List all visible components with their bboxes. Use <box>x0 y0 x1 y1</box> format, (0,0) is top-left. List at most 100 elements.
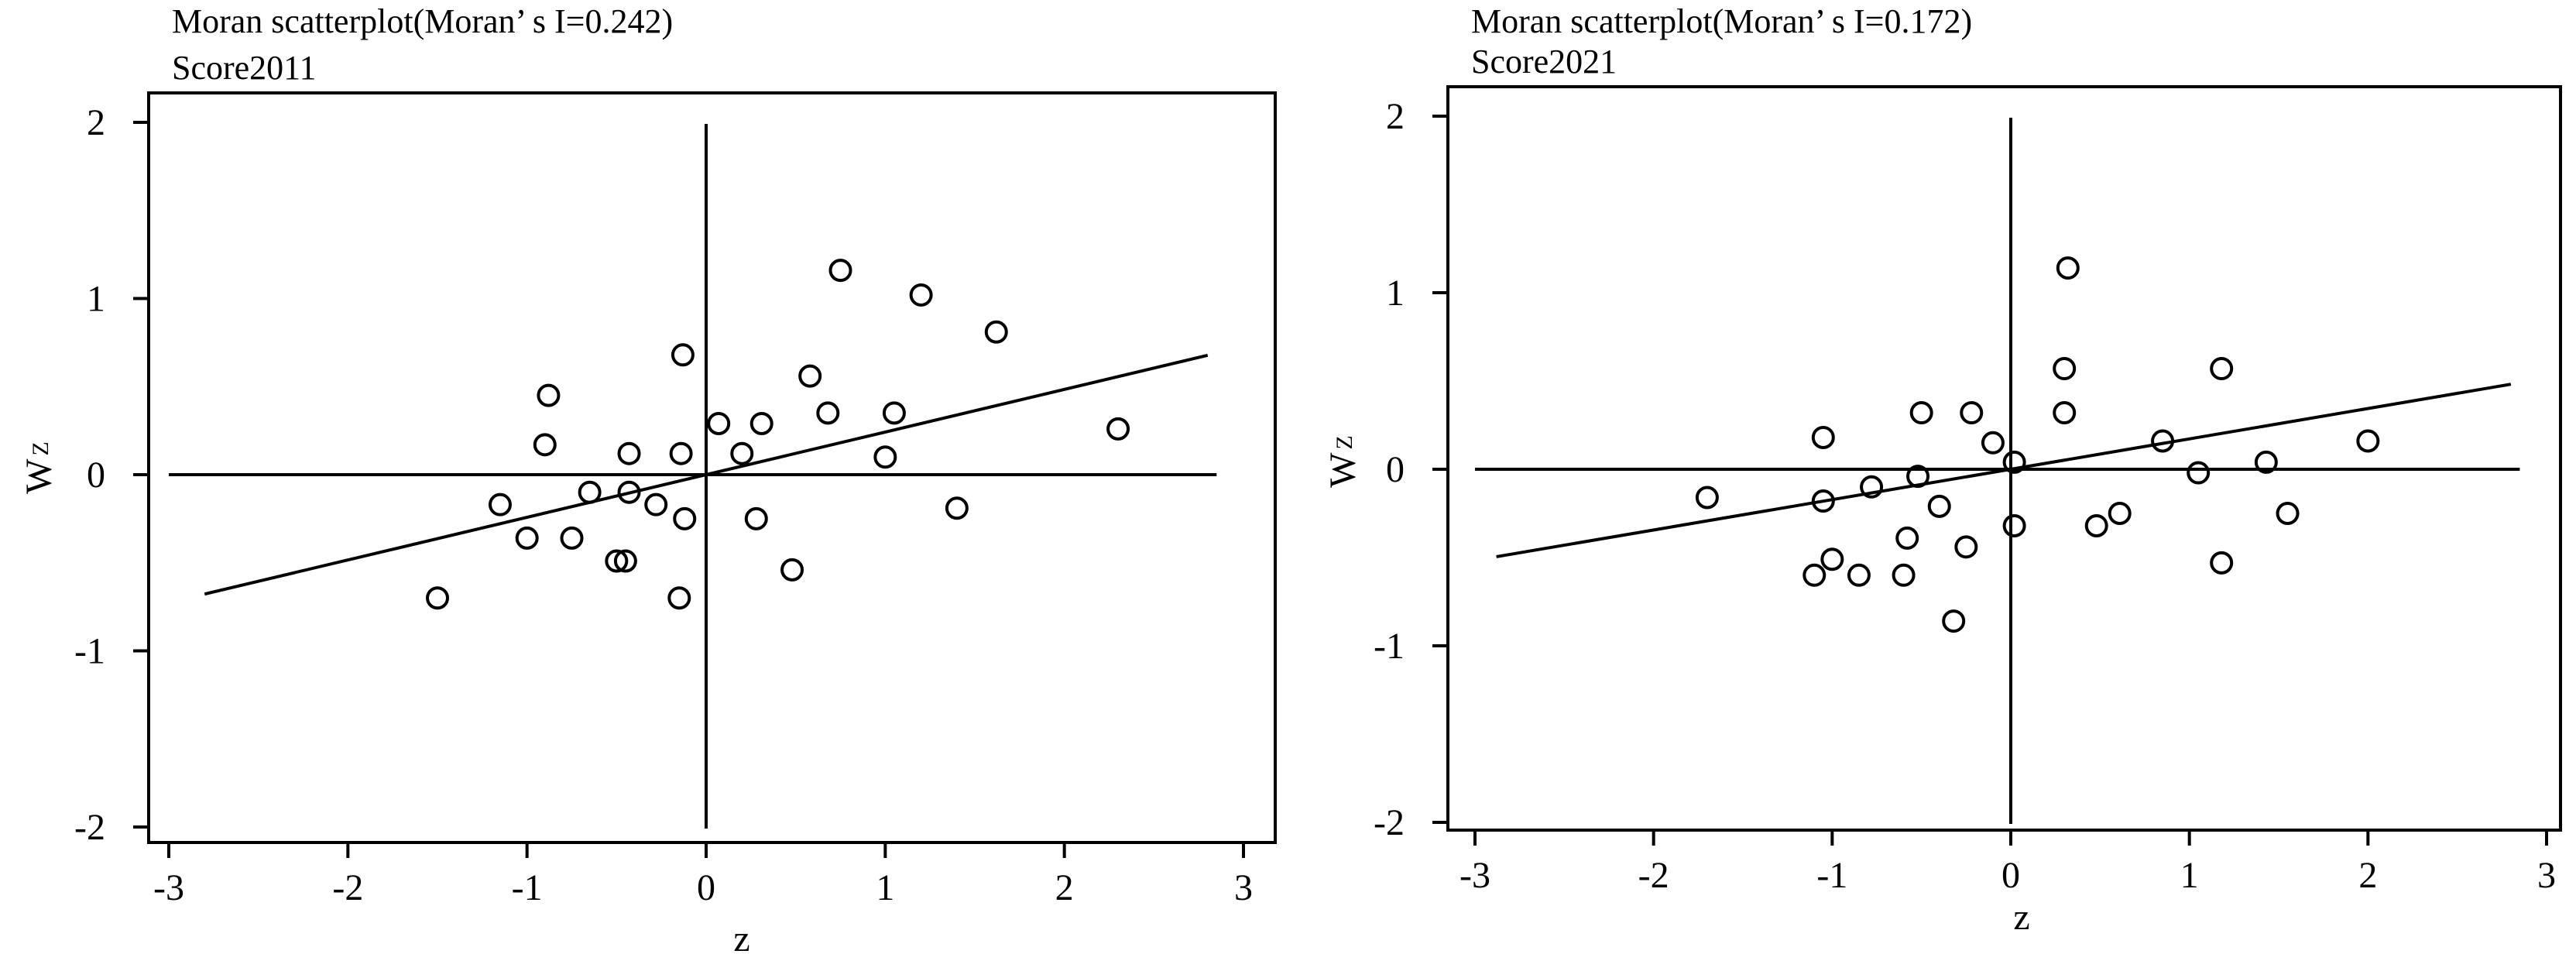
x-tick-label: -1 <box>512 867 543 908</box>
data-point <box>2108 502 2132 525</box>
reference-lines <box>169 124 1217 829</box>
data-point <box>909 283 933 307</box>
panel-score2011: Moran scatterplot(Moran’ s I=0.242) Scor… <box>19 2 1277 954</box>
fit-line <box>1496 383 2512 558</box>
x-axis-title: z <box>733 918 749 954</box>
chart-subtitle: Score2021 <box>1471 43 1617 81</box>
x-tick-label: 3 <box>1234 867 1253 908</box>
data-point <box>1811 489 1835 513</box>
panel-score2021: Moran scatterplot(Moran’ s I=0.172) Scor… <box>1322 2 2562 938</box>
regression-line <box>1496 383 2512 558</box>
data-point <box>1960 401 1984 425</box>
y-axis-title: WZ <box>19 441 60 494</box>
data-point <box>2053 357 2077 381</box>
data-point <box>426 586 449 610</box>
data-point <box>2356 429 2380 453</box>
data-point <box>2254 450 2278 474</box>
data-point <box>617 480 641 504</box>
data-point <box>2276 502 2300 525</box>
y-tick-label: 2 <box>87 102 105 143</box>
data-point <box>605 549 629 573</box>
data-point <box>798 364 822 388</box>
y-tick-label: -1 <box>74 631 105 672</box>
data-point <box>2053 401 2077 425</box>
data-point <box>644 492 668 516</box>
data-point <box>1106 417 1130 441</box>
regression-line <box>204 353 1209 596</box>
chart-title: Moran scatterplot(Moran’ s I=0.172) <box>1471 2 1972 40</box>
x-tick-label: -3 <box>1460 855 1490 896</box>
data-points <box>1695 256 2380 633</box>
data-point <box>780 558 804 582</box>
data-point <box>816 401 840 425</box>
data-point <box>945 496 969 520</box>
x-tick-label: 2 <box>1055 867 1074 908</box>
data-point <box>1892 563 1916 587</box>
data-point <box>2056 256 2080 280</box>
x-tick-label: -3 <box>153 867 184 908</box>
data-point <box>2084 513 2108 537</box>
x-tick-label: 0 <box>697 867 715 908</box>
data-point <box>1895 526 1919 550</box>
data-point <box>873 445 897 469</box>
data-point <box>671 343 695 367</box>
y-axis-title: WZ <box>1322 435 1363 488</box>
data-point <box>533 433 557 457</box>
y-axis-ticks: -2 -1 0 1 2 <box>1374 96 1448 843</box>
data-point <box>1927 494 1951 518</box>
y-tick-label: 1 <box>1386 273 1405 314</box>
data-point <box>707 412 731 436</box>
x-tick-label: -1 <box>1816 855 1847 896</box>
y-tick-label: 2 <box>1386 96 1405 137</box>
data-point <box>2210 551 2234 575</box>
x-axis-title: z <box>2013 897 2029 938</box>
data-point <box>488 492 512 516</box>
data-point <box>2210 357 2234 381</box>
fit-line <box>204 353 1209 596</box>
data-point <box>2002 450 2026 474</box>
data-point <box>1811 425 1835 449</box>
plot-frame <box>147 91 1277 844</box>
y-tick-label: -1 <box>1374 626 1405 667</box>
x-tick-label: -2 <box>1638 855 1669 896</box>
x-tick-label: 1 <box>2180 855 2199 896</box>
y-axis-ticks: -2 -1 0 1 2 <box>74 102 149 848</box>
data-point <box>673 506 697 530</box>
data-point <box>1906 465 1930 489</box>
chart-subtitle: Score2011 <box>172 49 317 87</box>
x-tick-label: 0 <box>2001 855 2020 896</box>
y-axis-title-subscript: Z <box>1332 435 1357 449</box>
x-tick-label: -2 <box>332 867 363 908</box>
y-tick-label: 0 <box>1386 449 1405 490</box>
data-point <box>1820 547 1844 571</box>
y-tick-label: 0 <box>87 455 105 496</box>
x-tick-label: 1 <box>876 867 894 908</box>
plot-frame <box>1446 85 2562 832</box>
data-point <box>669 441 693 465</box>
data-point <box>1954 535 1978 559</box>
y-axis-title-main: W <box>1322 452 1363 488</box>
y-tick-label: -2 <box>1374 802 1405 843</box>
y-tick-label: 1 <box>87 279 105 320</box>
data-point <box>2187 461 2211 485</box>
x-axis-ticks: -3 -2 -1 0 1 2 3 <box>153 842 1253 908</box>
y-tick-label: -2 <box>74 807 105 848</box>
x-axis-ticks: -3 -2 -1 0 1 2 3 <box>1460 830 2556 896</box>
data-point <box>515 526 539 550</box>
data-point <box>560 526 584 550</box>
data-point <box>749 412 773 436</box>
data-point <box>578 480 602 504</box>
data-point <box>613 549 637 573</box>
data-point <box>537 383 561 407</box>
data-point <box>1860 475 1884 499</box>
y-axis-title-main: W <box>19 458 60 494</box>
data-point <box>984 320 1008 344</box>
x-tick-label: 3 <box>2537 855 2556 896</box>
data-point <box>2151 429 2175 453</box>
data-point <box>730 441 754 465</box>
data-point <box>2002 513 2026 537</box>
data-points <box>426 259 1130 610</box>
data-point <box>617 441 641 465</box>
data-point <box>1803 563 1827 587</box>
